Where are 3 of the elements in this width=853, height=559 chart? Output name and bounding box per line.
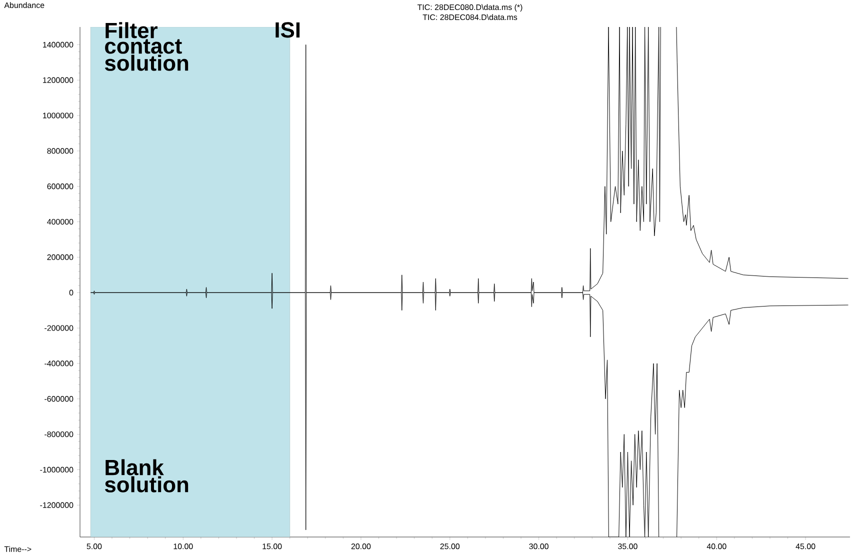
annotation: Blank solution xyxy=(104,459,188,492)
annotation: Filter contact solution xyxy=(104,22,188,71)
annotation: ISI xyxy=(276,22,300,38)
